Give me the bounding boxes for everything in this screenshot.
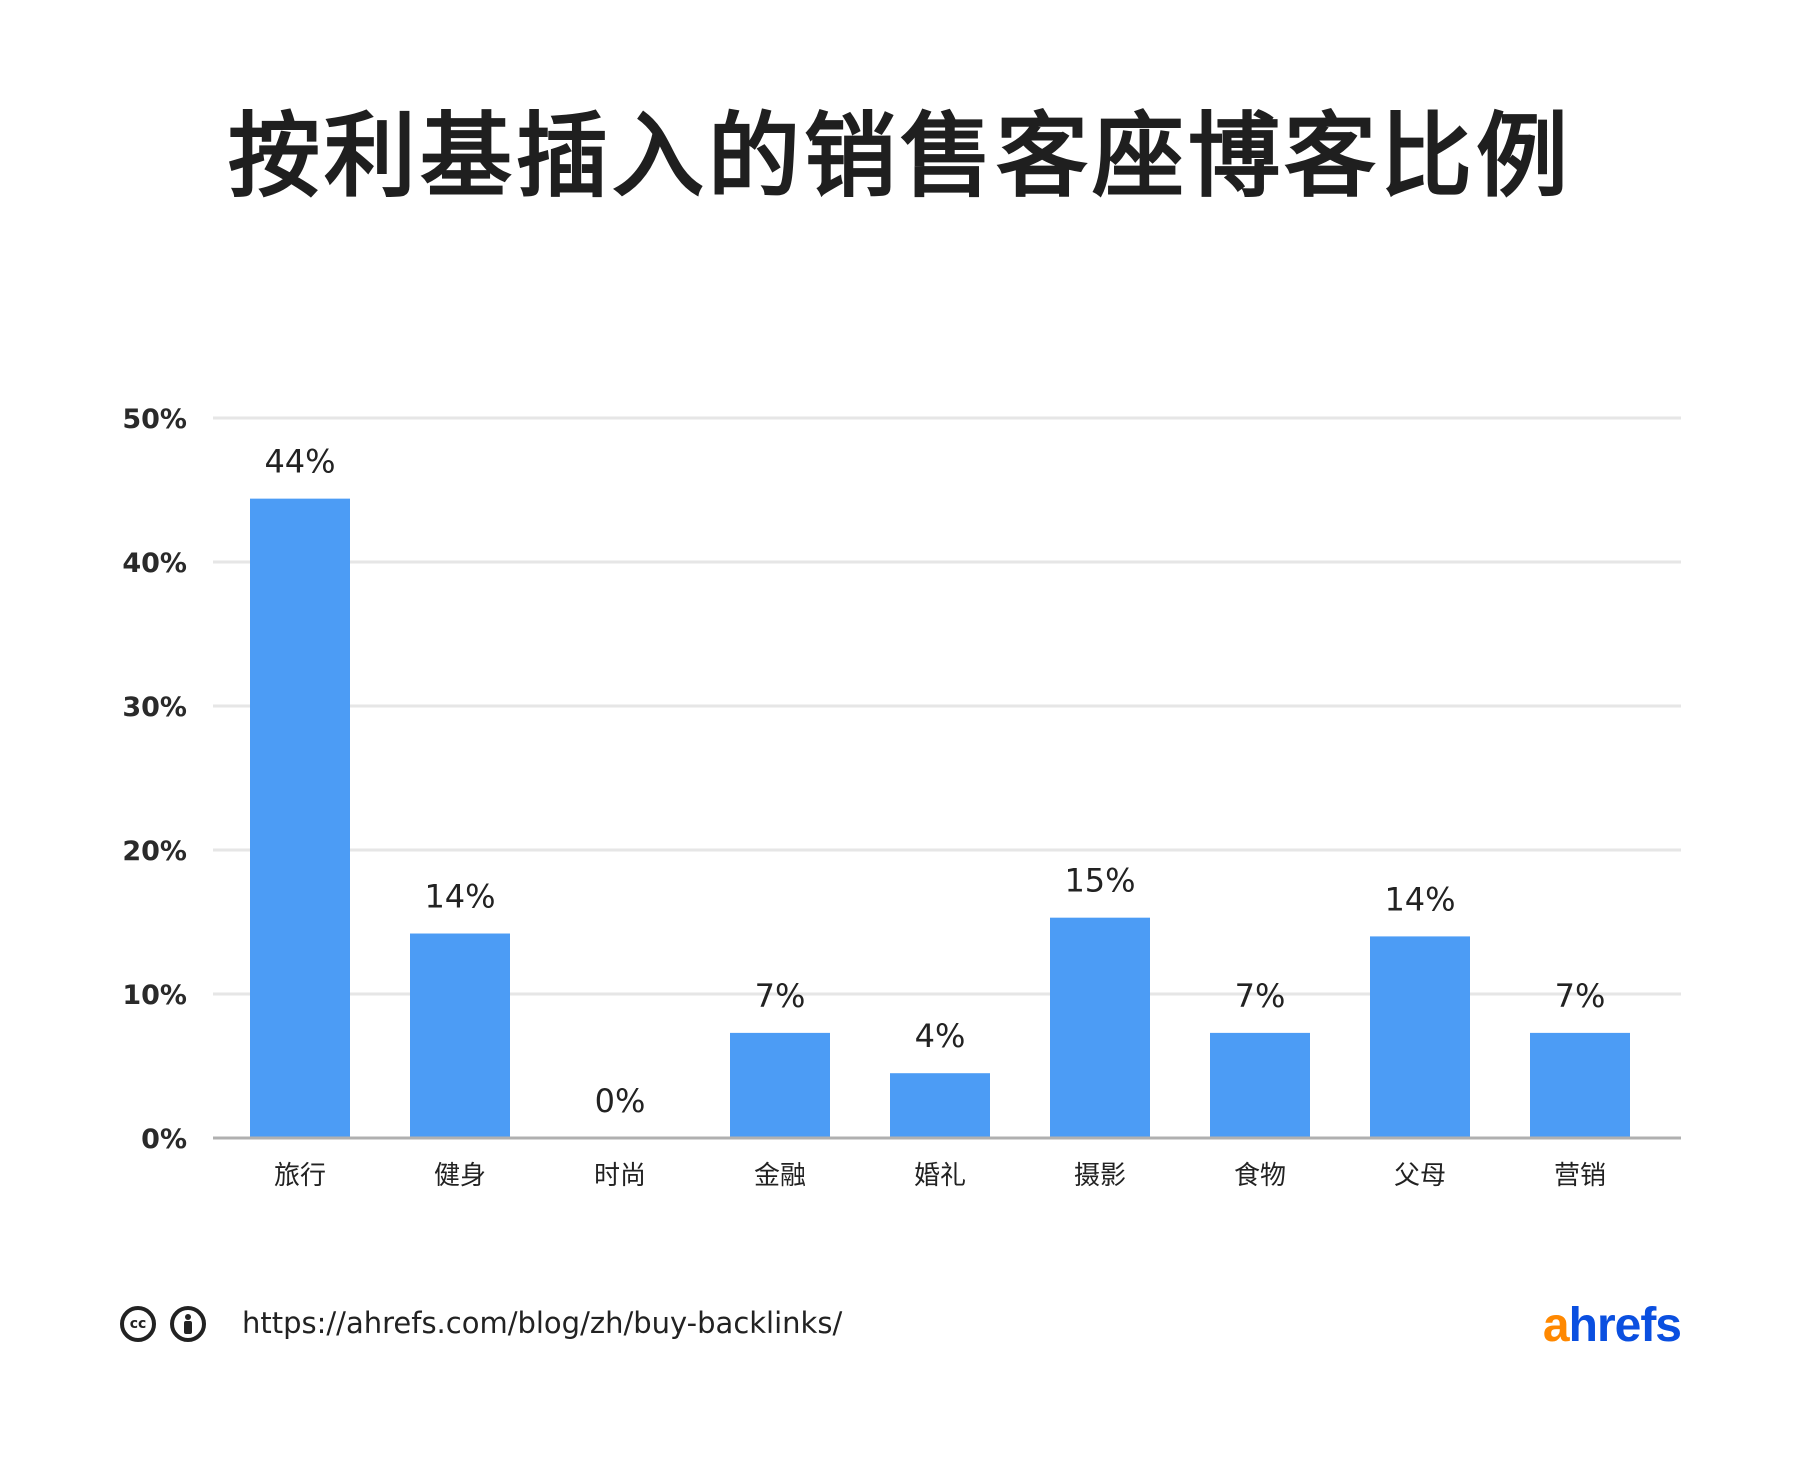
chart-title: 按利基插入的销售客座博客比例: [227, 103, 1572, 210]
data-label: 7%: [1555, 977, 1606, 1015]
data-label: 0%: [595, 1082, 646, 1120]
x-tick-label: 时尚: [594, 1161, 646, 1191]
data-label: 44%: [264, 443, 335, 481]
x-tick-label: 父母: [1394, 1161, 1446, 1191]
y-tick-label: 50%: [122, 404, 187, 435]
x-tick-label: 健身: [434, 1161, 486, 1191]
y-tick-label: 30%: [122, 692, 187, 723]
license-icons: cc: [120, 1306, 206, 1342]
bar: [1370, 936, 1470, 1138]
x-tick-label: 旅行: [274, 1161, 326, 1191]
x-tick-label: 摄影: [1074, 1161, 1126, 1191]
data-label: 14%: [1384, 880, 1455, 918]
data-label: 14%: [424, 878, 495, 916]
logo-rest: hrefs: [1568, 1299, 1682, 1352]
source-url[interactable]: https://ahrefs.com/blog/zh/buy-backlinks…: [242, 1306, 843, 1340]
bar: [730, 1032, 830, 1138]
bar: [250, 498, 350, 1138]
ahrefs-logo: ahrefs: [1542, 1298, 1682, 1353]
bar: [1530, 1032, 1630, 1138]
attribution-icon: [170, 1306, 206, 1342]
y-tick-label: 10%: [122, 980, 187, 1011]
data-label: 7%: [1235, 977, 1286, 1015]
y-tick-label: 40%: [122, 548, 187, 579]
bar: [890, 1073, 990, 1138]
x-tick-label: 营销: [1554, 1161, 1606, 1191]
x-tick-label: 婚礼: [914, 1161, 966, 1191]
person-glyph: [184, 1314, 192, 1334]
bar: [410, 933, 510, 1138]
data-label: 4%: [915, 1017, 966, 1055]
x-tick-label: 食物: [1234, 1161, 1286, 1191]
y-tick-label: 0%: [141, 1124, 187, 1155]
bar: [1210, 1032, 1310, 1138]
x-tick-label: 金融: [754, 1161, 806, 1191]
cc-text: cc: [129, 1316, 147, 1332]
y-tick-label: 20%: [122, 836, 187, 867]
data-label: 15%: [1064, 862, 1135, 900]
creative-commons-icon: cc: [120, 1306, 156, 1342]
data-label: 7%: [755, 977, 806, 1015]
logo-a: a: [1542, 1299, 1570, 1352]
bar: [1050, 917, 1150, 1138]
